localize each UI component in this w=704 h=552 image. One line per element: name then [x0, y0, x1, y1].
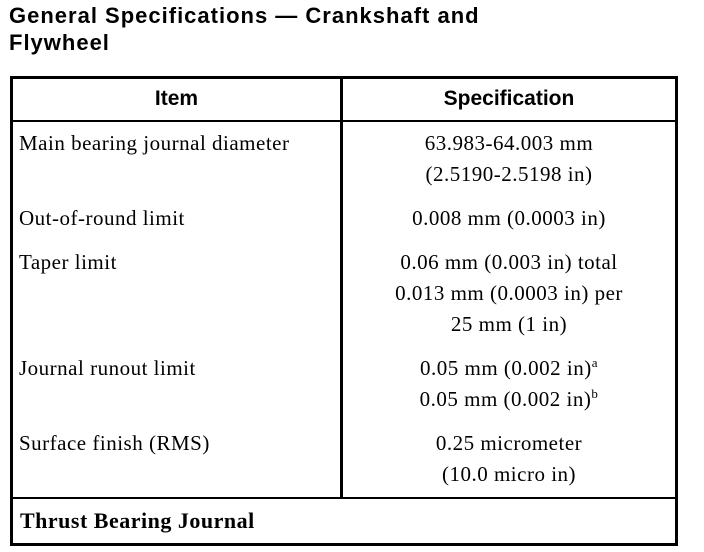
item-text: Journal runout limit [19, 356, 196, 380]
specifications-table: Item Specification Main bearing journal … [10, 76, 678, 546]
table-row-surface-finish-rms: Surface finish (RMS) 0.25 micrometer (10… [13, 422, 675, 497]
column-header-specification: Specification [443, 87, 575, 110]
table-row-main-bearing-journal-diameter: Main bearing journal diameter 63.983-64.… [13, 122, 675, 197]
page-title: General Specifications — Crankshaft and F… [9, 2, 480, 56]
page-title-line-1: General Specifications — Crankshaft and [9, 3, 480, 28]
spec-line: (2.5190-2.5198 in) [425, 162, 593, 186]
item-text: Taper limit [19, 250, 117, 274]
spec-cell: 0.008 mm (0.0003 in) [343, 197, 675, 241]
spec-line: 0.05 mm (0.002 in)b [349, 384, 669, 415]
spec-line: 63.983-64.003 mm [424, 131, 594, 155]
section-header-thrust-bearing-journal: Thrust Bearing Journal [13, 497, 675, 543]
spec-cell: 0.25 micrometer (10.0 micro in) [343, 422, 675, 497]
spec-line: 25 mm (1 in) [450, 312, 568, 336]
item-text: Main bearing journal diameter [19, 131, 290, 155]
table-row-journal-runout-limit: Journal runout limit 0.05 mm (0.002 in)a… [13, 347, 675, 422]
spec-text: 0.05 mm (0.002 in) [419, 387, 592, 411]
item-text: Out-of-round limit [19, 206, 185, 230]
table-row-taper-limit: Taper limit 0.06 mm (0.003 in) total 0.0… [13, 241, 675, 347]
footnote-marker-a: a [591, 355, 599, 370]
item-cell: Out-of-round limit [13, 197, 343, 241]
spec-line: 0.25 micrometer [435, 431, 583, 455]
spec-cell: 0.05 mm (0.002 in)a 0.05 mm (0.002 in)b [343, 347, 675, 422]
page-title-line-2: Flywheel [9, 30, 110, 55]
spec-line: 0.06 mm (0.003 in) total [400, 250, 618, 274]
spec-line: 0.013 mm (0.0003 in) per [395, 281, 623, 305]
spec-cell: 63.983-64.003 mm (2.5190-2.5198 in) [343, 122, 675, 197]
spec-line: (10.0 micro in) [441, 462, 577, 486]
spec-text: 0.05 mm (0.002 in) [419, 356, 592, 380]
item-cell: Journal runout limit [13, 347, 343, 422]
column-header-item: Item [13, 79, 343, 120]
spec-line: 0.008 mm (0.0003 in) [412, 206, 606, 230]
item-cell: Taper limit [13, 241, 343, 347]
footnote-marker-b: b [591, 386, 599, 401]
item-cell: Main bearing journal diameter [13, 122, 343, 197]
table-row-out-of-round-limit: Out-of-round limit 0.008 mm (0.0003 in) [13, 197, 675, 241]
table-header-row: Item Specification [13, 79, 675, 122]
spec-line: 0.05 mm (0.002 in)a [349, 353, 669, 384]
item-text: Surface finish (RMS) [19, 431, 210, 455]
spec-cell: 0.06 mm (0.003 in) total 0.013 mm (0.000… [343, 241, 675, 347]
item-cell: Surface finish (RMS) [13, 422, 343, 497]
